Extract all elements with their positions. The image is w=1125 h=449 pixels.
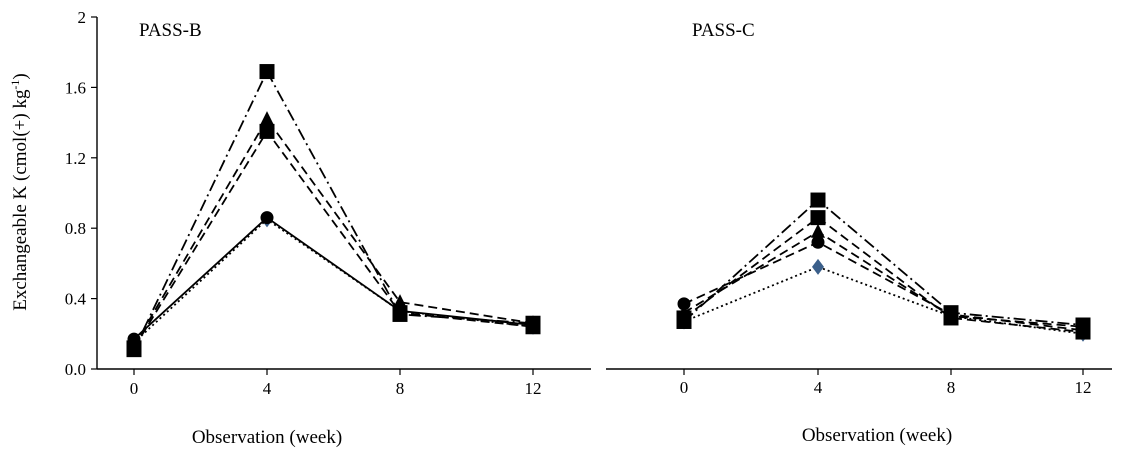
series-line — [133, 218, 534, 344]
data-point-circle — [677, 297, 691, 311]
series-line — [133, 216, 534, 340]
data-point-square — [676, 313, 692, 329]
data-point-circle — [260, 211, 274, 225]
data-point-circle — [811, 235, 825, 249]
data-point-square — [943, 305, 959, 321]
x-ticks-pass-b: 0 4 8 12 — [130, 369, 542, 398]
x-tick-label: 8 — [947, 378, 956, 397]
x-axis-title-pass-c: Observation (week) — [802, 425, 952, 446]
data-point-square — [810, 210, 826, 226]
y-tick-label: 2 — [78, 8, 87, 27]
panel-title-pass-b: PASS-B — [139, 20, 202, 41]
series-group-pass-c — [676, 192, 1091, 342]
series-line — [683, 265, 1084, 335]
series-line — [133, 117, 534, 347]
data-point-square — [525, 315, 541, 331]
data-point-diamond — [812, 258, 824, 275]
panel-pass-b: 0.0 0.4 0.8 1.2 1.6 2 0 4 8 12 PASS-B Observatio… — [65, 8, 591, 448]
x-tick-label: 8 — [396, 379, 405, 398]
data-point-square — [259, 123, 275, 139]
y-tick-label: 1.6 — [65, 78, 86, 97]
y-ticks: 0.0 0.4 0.8 1.2 1.6 2 — [65, 8, 97, 379]
y-tick-label: 0.0 — [65, 360, 86, 379]
x-tick-label: 12 — [1075, 378, 1092, 397]
y-axis-title: Exchangeable K (cmol(+) kg-1) — [8, 73, 31, 311]
series-line — [683, 230, 1084, 328]
x-tick-label: 4 — [263, 379, 272, 398]
data-point-square — [126, 342, 142, 358]
panel-pass-c: 0 4 8 12 PASS-C Observation (week) — [606, 20, 1112, 446]
x-tick-label: 12 — [525, 379, 542, 398]
data-point-square — [259, 64, 275, 80]
series-group-pass-b — [126, 64, 541, 358]
y-tick-label: 1.2 — [65, 149, 86, 168]
x-tick-label: 0 — [130, 379, 139, 398]
data-point-square — [810, 192, 826, 208]
series-line — [133, 129, 534, 349]
data-point-triangle — [260, 111, 274, 126]
y-tick-label: 0.8 — [65, 219, 86, 238]
y-axis-title-main: Exchangeable K (cmol(+) kg — [10, 89, 31, 311]
x-axis-title-pass-b: Observation (week) — [192, 427, 342, 448]
y-tick-label: 0.4 — [65, 290, 87, 309]
series-line — [683, 198, 1084, 326]
y-axis-title-sup: -1 — [8, 80, 22, 90]
data-point-square — [392, 306, 408, 322]
series-line — [683, 216, 1084, 333]
x-tick-label: 4 — [814, 378, 823, 397]
series-line — [133, 69, 534, 351]
panel-title-pass-c: PASS-C — [692, 20, 755, 41]
x-tick-label: 0 — [680, 378, 689, 397]
data-point-triangle — [393, 294, 407, 309]
data-point-triangle — [811, 223, 825, 238]
y-axis-title-tail: ) — [10, 73, 31, 79]
x-ticks-pass-c: 0 4 8 12 — [680, 369, 1092, 397]
data-point-square — [1075, 317, 1091, 333]
